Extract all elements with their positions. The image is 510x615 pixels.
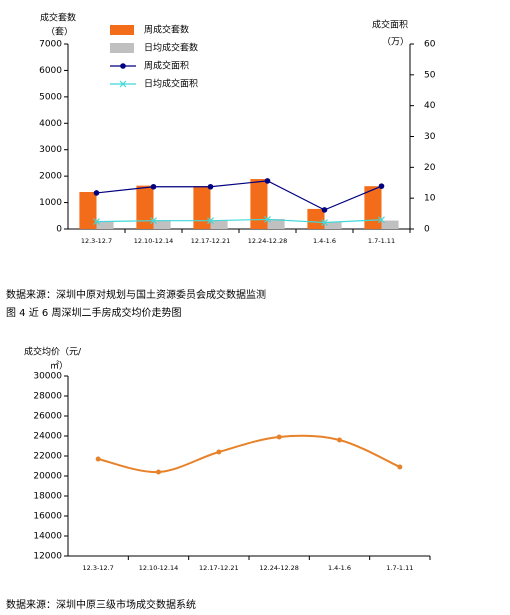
y2-axis-title: 成交面积	[372, 19, 408, 31]
x-tick-label: 12.24-12.28	[259, 564, 299, 572]
y-tick-label: 18000	[33, 492, 62, 502]
y2-tick-label: 40	[424, 101, 436, 111]
point	[95, 456, 101, 462]
y-tick-label: 7000	[39, 40, 62, 50]
x-tick-label: 12.10-12.14	[134, 237, 174, 245]
x-tick-label: 1.7-1.11	[386, 564, 413, 572]
x-tick-label: 1.4-1.6	[313, 237, 336, 245]
y-tick-label: 16000	[33, 512, 62, 522]
point	[321, 207, 328, 213]
figure-title: 图 4 近 6 周深圳二手房成交均价走势图	[6, 306, 181, 319]
y-tick-label: 22000	[33, 452, 62, 462]
bar	[307, 208, 325, 229]
point	[207, 183, 214, 190]
legend-marker	[119, 80, 127, 88]
bar	[324, 222, 342, 229]
y-tick-label: 20000	[33, 472, 62, 482]
point	[397, 464, 403, 470]
point	[337, 437, 342, 443]
y-axis-unit: （套）	[46, 26, 73, 38]
x-tick-label: 12.3-12.7	[83, 564, 114, 572]
bar	[364, 186, 382, 229]
x-tick-label: 12.17-12.21	[191, 237, 231, 245]
y-tick-label: 4000	[39, 119, 62, 129]
point	[264, 216, 271, 223]
bar	[153, 220, 171, 229]
y-tick-label: 5000	[39, 92, 62, 102]
bar	[136, 185, 154, 229]
y-tick-label: 14000	[33, 532, 62, 542]
legend-swatch	[110, 43, 134, 53]
point	[378, 216, 385, 224]
legend-label: 周成交套数	[144, 24, 189, 36]
line	[97, 434, 401, 474]
source-note: 数据来源：深圳中原三级市场成交数据系统	[6, 598, 196, 611]
y-axis-unit: ㎡）	[50, 361, 68, 372]
bar	[250, 179, 268, 229]
y2-tick-label: 30	[424, 132, 436, 142]
legend-label: 日均成交套数	[144, 42, 198, 54]
point	[150, 217, 157, 225]
y2-tick-label: 0	[424, 225, 430, 235]
legend-swatch	[110, 25, 134, 35]
y-axis-title: 成交均价（元/	[24, 346, 82, 358]
y-tick-label: 3000	[39, 145, 62, 155]
bar	[210, 220, 228, 229]
y-axis-title: 成交套数	[40, 12, 76, 24]
y-tick-label: 6000	[39, 66, 62, 76]
point	[216, 449, 222, 455]
y2-tick-label: 20	[424, 163, 436, 173]
y-tick-label: 2000	[39, 172, 62, 182]
bar	[267, 218, 285, 229]
source-note: 数据来源：深圳中原对规划与国土资源委员会成交数据监测	[6, 288, 266, 301]
y-tick-label: 12000	[33, 552, 62, 562]
y-tick-label: 0	[56, 225, 62, 235]
y-tick-label: 30000	[33, 372, 62, 382]
line	[96, 218, 382, 224]
y-tick-label: 1000	[39, 198, 62, 208]
point	[264, 178, 271, 184]
legend-label: 周成交面积	[144, 60, 189, 72]
y2-tick-label: 50	[424, 70, 436, 80]
line	[96, 180, 382, 211]
bar	[79, 192, 97, 229]
y-tick-label: 24000	[33, 432, 62, 442]
point	[378, 183, 385, 189]
bar	[381, 220, 399, 229]
x-tick-label: 12.3-12.7	[81, 237, 112, 245]
y2-tick-label: 60	[424, 40, 436, 50]
point	[93, 190, 100, 196]
bar	[96, 221, 114, 229]
y-tick-label: 28000	[33, 392, 62, 402]
point	[276, 434, 282, 440]
point	[93, 218, 100, 226]
legend-label: 日均成交面积	[144, 78, 198, 90]
point	[321, 219, 328, 226]
bar	[193, 186, 211, 229]
point	[156, 469, 161, 475]
y-tick-label: 26000	[33, 412, 62, 422]
x-tick-label: 1.4-1.6	[328, 564, 351, 572]
x-tick-label: 12.10-12.14	[139, 564, 179, 572]
y2-axis-unit: （万）	[382, 37, 409, 48]
legend-marker	[120, 63, 126, 69]
y2-tick-label: 10	[424, 194, 436, 204]
x-tick-label: 12.17-12.21	[199, 564, 239, 572]
point	[150, 183, 157, 190]
x-tick-label: 1.7-1.11	[368, 237, 395, 245]
x-tick-label: 12.24-12.28	[248, 237, 288, 245]
point	[207, 217, 214, 225]
